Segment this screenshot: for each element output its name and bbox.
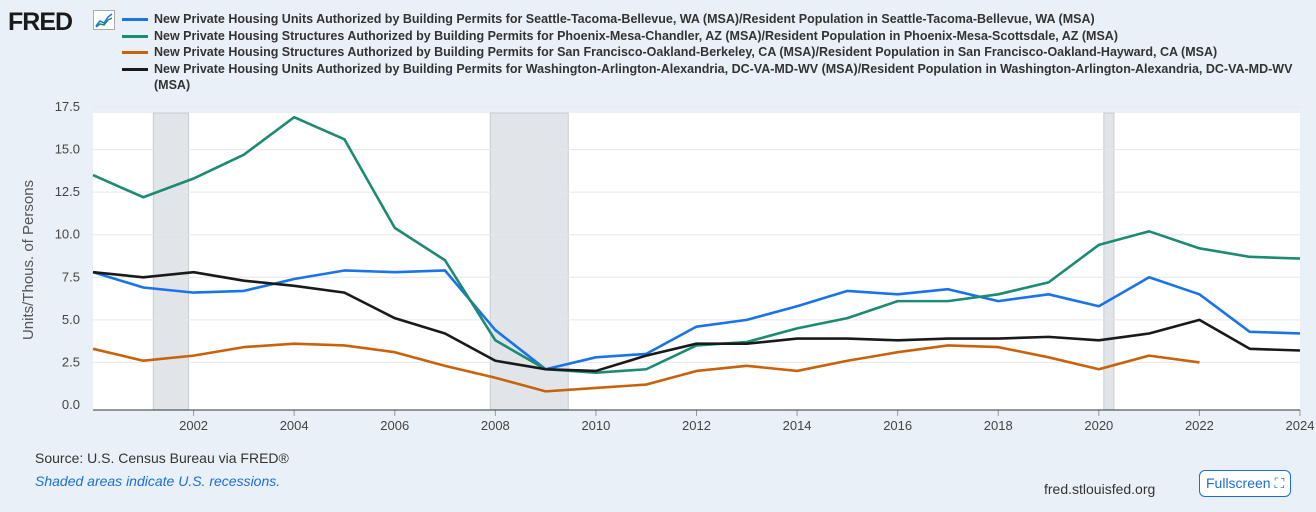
series-line bbox=[92, 342, 1200, 393]
legend-label: New Private Housing Structures Authorize… bbox=[154, 45, 1218, 59]
series-line bbox=[92, 115, 1301, 374]
y-tick-label: 15.0 bbox=[55, 142, 80, 157]
legend-label: New Private Housing Units Authorized by … bbox=[154, 12, 1095, 26]
x-tick-label: 2008 bbox=[481, 418, 510, 433]
legend-swatch bbox=[122, 18, 148, 21]
x-tick-label: 2002 bbox=[179, 418, 208, 433]
x-tick-label: 2022 bbox=[1185, 418, 1214, 433]
chart-icon bbox=[93, 10, 115, 30]
x-tick-label: 2018 bbox=[984, 418, 1013, 433]
series-line bbox=[92, 269, 1301, 371]
legend-item[interactable]: New Private Housing Units Authorized by … bbox=[122, 61, 1312, 94]
y-tick-label: 0.0 bbox=[62, 397, 80, 412]
x-tick-label: 2020 bbox=[1084, 418, 1113, 433]
x-tick-label: 2016 bbox=[883, 418, 912, 433]
x-tick-label: 2010 bbox=[581, 418, 610, 433]
legend-label: New Private Housing Structures Authorize… bbox=[154, 28, 1118, 43]
x-tick-label: 2004 bbox=[280, 418, 309, 433]
y-tick-label: 7.5 bbox=[62, 269, 80, 284]
legend-swatch bbox=[122, 67, 148, 71]
legend-swatch bbox=[122, 34, 148, 38]
recession-note: Shaded areas indicate U.S. recessions. bbox=[35, 473, 281, 489]
x-tick-label: 2012 bbox=[682, 418, 711, 433]
y-tick-label: 5.0 bbox=[62, 312, 80, 327]
fullscreen-label: Fullscreen bbox=[1206, 475, 1271, 491]
x-tick-label: 2024 bbox=[1286, 418, 1315, 433]
legend-swatch bbox=[122, 51, 148, 54]
legend-item[interactable]: New Private Housing Structures Authorize… bbox=[122, 44, 1312, 61]
x-tick-label: 2014 bbox=[783, 418, 812, 433]
y-tick-label: 2.5 bbox=[62, 354, 80, 369]
site-link[interactable]: fred.stlouisfed.org bbox=[1044, 481, 1156, 497]
recession-band bbox=[152, 112, 190, 411]
legend-item[interactable]: New Private Housing Structures Authorize… bbox=[122, 28, 1312, 45]
plot-area bbox=[93, 113, 1300, 410]
y-axis-label: Units/Thous. of Persons bbox=[20, 180, 37, 340]
source-text: Source: U.S. Census Bureau via FRED® bbox=[35, 450, 289, 466]
fullscreen-button[interactable]: Fullscreen ⛶ bbox=[1199, 470, 1292, 497]
series-line bbox=[92, 270, 1301, 373]
fred-logo[interactable]: FRED bbox=[8, 8, 73, 36]
y-tick-label: 12.5 bbox=[55, 184, 80, 199]
legend-item[interactable]: New Private Housing Units Authorized by … bbox=[122, 11, 1312, 28]
x-tick-label: 2006 bbox=[380, 418, 409, 433]
legend: New Private Housing Units Authorized by … bbox=[122, 11, 1312, 94]
y-tick-label: 17.5 bbox=[55, 99, 80, 114]
legend-label: New Private Housing Units Authorized by … bbox=[154, 61, 1293, 93]
y-tick-label: 10.0 bbox=[55, 227, 80, 242]
fullscreen-icon: ⛶ bbox=[1274, 475, 1285, 491]
